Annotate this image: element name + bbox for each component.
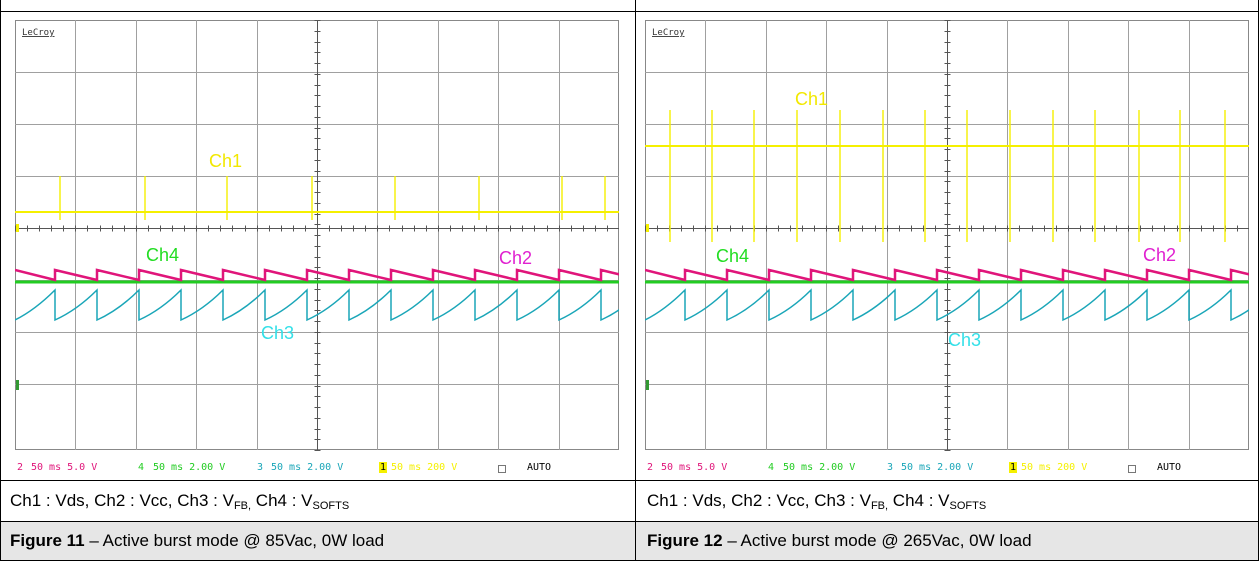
channels-caption-right: Ch1 : Vds, Ch2 : Vcc, Ch3 : VFB, Ch4 : V… — [647, 491, 987, 512]
oscilloscope-screen-right: LeCroy Ch1 Ch4 Ch2 Ch3 2 50 ms 5.0 V 4 50 ms… — [645, 20, 1249, 480]
ch4-label: Ch4 — [716, 246, 749, 266]
figure-caption-left: Figure 11 – Active burst mode @ 85Vac, 0… — [10, 531, 385, 550]
ch3-label: Ch3 — [948, 330, 981, 350]
ch3-status-text: 50 ms 2.00 V — [901, 462, 974, 473]
status-square-icon — [498, 465, 506, 473]
ch1-status-number: 1 — [379, 462, 388, 473]
ch4-status-number: 4 — [768, 462, 775, 473]
lecroy-logo: LeCroy — [652, 28, 685, 38]
ch4-status-text: 50 ms 2.00 V — [783, 462, 856, 473]
ch3-status-number: 3 — [887, 462, 894, 473]
scope-status-bar-right: 2 50 ms 5.0 V 4 50 ms 2.00 V 3 50 ms 2.0… — [645, 458, 1249, 480]
ch3-trace — [15, 288, 619, 322]
ch3-label: Ch3 — [261, 323, 294, 343]
ch1-label: Ch1 — [795, 89, 828, 109]
ch4-status-text: 50 ms 2.00 V — [153, 462, 226, 473]
ch3-status-text: 50 ms 2.00 V — [271, 462, 344, 473]
ch2-label: Ch2 — [499, 248, 532, 268]
figure-caption-right: Figure 12 – Active burst mode @ 265Vac, … — [647, 531, 1032, 550]
ch3-status-number: 3 — [257, 462, 264, 473]
ch1-status-text: 50 ms 200 V — [391, 462, 458, 473]
scope-plot-left: LeCroy Ch1 Ch4 Ch2 Ch3 — [15, 20, 619, 451]
figure-caption-cell-left: Figure 11 – Active burst mode @ 85Vac, 0… — [0, 521, 636, 561]
ch1-ground-marker — [16, 224, 19, 232]
ch4-status-number: 4 — [138, 462, 145, 473]
lecroy-logo: LeCroy — [22, 28, 55, 38]
figure-caption-cell-right: Figure 12 – Active burst mode @ 265Vac, … — [635, 521, 1259, 561]
ch2-status-text: 50 ms 5.0 V — [661, 462, 728, 473]
scope-plot-right: LeCroy Ch1 Ch4 Ch2 Ch3 — [645, 20, 1249, 451]
ch2-status-number: 2 — [647, 462, 654, 473]
channels-caption-cell-left: Ch1 : Vds, Ch2 : Vcc, Ch3 : VFB, Ch4 : V… — [0, 480, 636, 522]
ch1-ground-marker — [646, 224, 649, 232]
ch2-status-number: 2 — [17, 462, 24, 473]
ch4-label: Ch4 — [146, 245, 179, 265]
ch2-trace — [645, 268, 1249, 282]
ch3-trace — [645, 288, 1249, 322]
status-square-icon — [1128, 465, 1136, 473]
channels-caption-cell-right: Ch1 : Vds, Ch2 : Vcc, Ch3 : VFB, Ch4 : V… — [635, 480, 1259, 522]
ch4-ground-marker — [646, 380, 649, 390]
channels-caption-left: Ch1 : Vds, Ch2 : Vcc, Ch3 : VFB, Ch4 : V… — [10, 491, 350, 512]
ch1-status-text: 50 ms 200 V — [1021, 462, 1088, 473]
ch2-trace — [15, 268, 619, 282]
scope-status-bar-left: 2 50 ms 5.0 V 4 50 ms 2.00 V 3 50 ms 2.0… — [15, 458, 619, 480]
ch4-ground-marker — [16, 380, 19, 390]
trigger-mode: AUTO — [527, 462, 552, 473]
oscilloscope-screen-left: LeCroy Ch1 Ch4 Ch2 Ch3 2 50 ms 5.0 V 4 50 ms… — [15, 20, 619, 480]
ch1-label: Ch1 — [209, 151, 242, 171]
ch1-status-number: 1 — [1009, 462, 1018, 473]
ch2-status-text: 50 ms 5.0 V — [31, 462, 98, 473]
ch2-label: Ch2 — [1143, 245, 1176, 265]
trigger-mode: AUTO — [1157, 462, 1182, 473]
